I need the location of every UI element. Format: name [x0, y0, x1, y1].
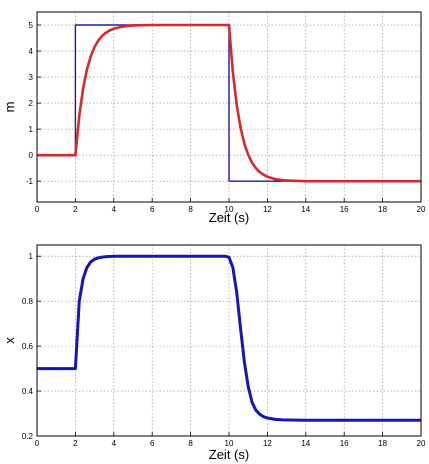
y-tick-label: 5	[29, 21, 34, 30]
y-tick-label: 0.2	[22, 432, 34, 441]
y-tick-label: 1	[29, 252, 34, 261]
x-tick-label: 18	[378, 439, 387, 448]
y-tick-label: 0.4	[22, 387, 34, 396]
plot-frame	[36, 244, 422, 437]
x-tick-label: 2	[73, 439, 78, 448]
x-tick-label: 8	[188, 205, 193, 214]
y-tick-label: 1	[29, 125, 34, 134]
y-tick-label: -1	[26, 177, 34, 186]
series-line-1	[37, 254, 421, 422]
y-tick-label: 2	[29, 99, 34, 108]
x-tick-label: 14	[301, 205, 310, 214]
x-tick-label: 16	[340, 439, 349, 448]
x-tick-label: 8	[188, 439, 193, 448]
y-tick-label: 0.6	[22, 342, 34, 351]
x-tick-label: 12	[263, 439, 272, 448]
x-tick-label: 0	[35, 439, 40, 448]
x-tick-label: 20	[417, 439, 426, 448]
x-tick-label: 6	[150, 205, 155, 214]
x-axis-label: Zeit (s)	[209, 210, 249, 225]
x-tick-label: 18	[378, 205, 387, 214]
y-tick-label: 4	[29, 47, 34, 56]
x-tick-label: 10	[225, 205, 234, 214]
x-axis-label: Zeit (s)	[209, 447, 249, 462]
x-tick-label: 0	[35, 205, 40, 214]
x-tick-label: 16	[340, 205, 349, 214]
y-tick-label: 0.8	[22, 297, 34, 306]
series-line-2	[37, 23, 421, 183]
y-axis-label: x	[2, 337, 17, 344]
x-tick-label: 12	[263, 205, 272, 214]
x-tick-label: 20	[417, 205, 426, 214]
x-tick-label: 2	[73, 205, 78, 214]
x-tick-label: 4	[112, 205, 117, 214]
x-tick-label: 14	[301, 439, 310, 448]
x-tick-label: 4	[112, 439, 117, 448]
y-axis-label: m	[2, 102, 17, 113]
y-tick-label: 3	[29, 73, 34, 82]
plot-panel-2: 0 2 4 6 8 10 12 14 16 18 20 0.2 0.4 0.6 0.8 1 Zeit (s) x	[2, 244, 426, 462]
x-tick-label: 6	[150, 439, 155, 448]
y-tick-label: 0	[29, 151, 34, 160]
x-tick-label: 10	[225, 439, 234, 448]
plot-frame	[36, 11, 422, 203]
